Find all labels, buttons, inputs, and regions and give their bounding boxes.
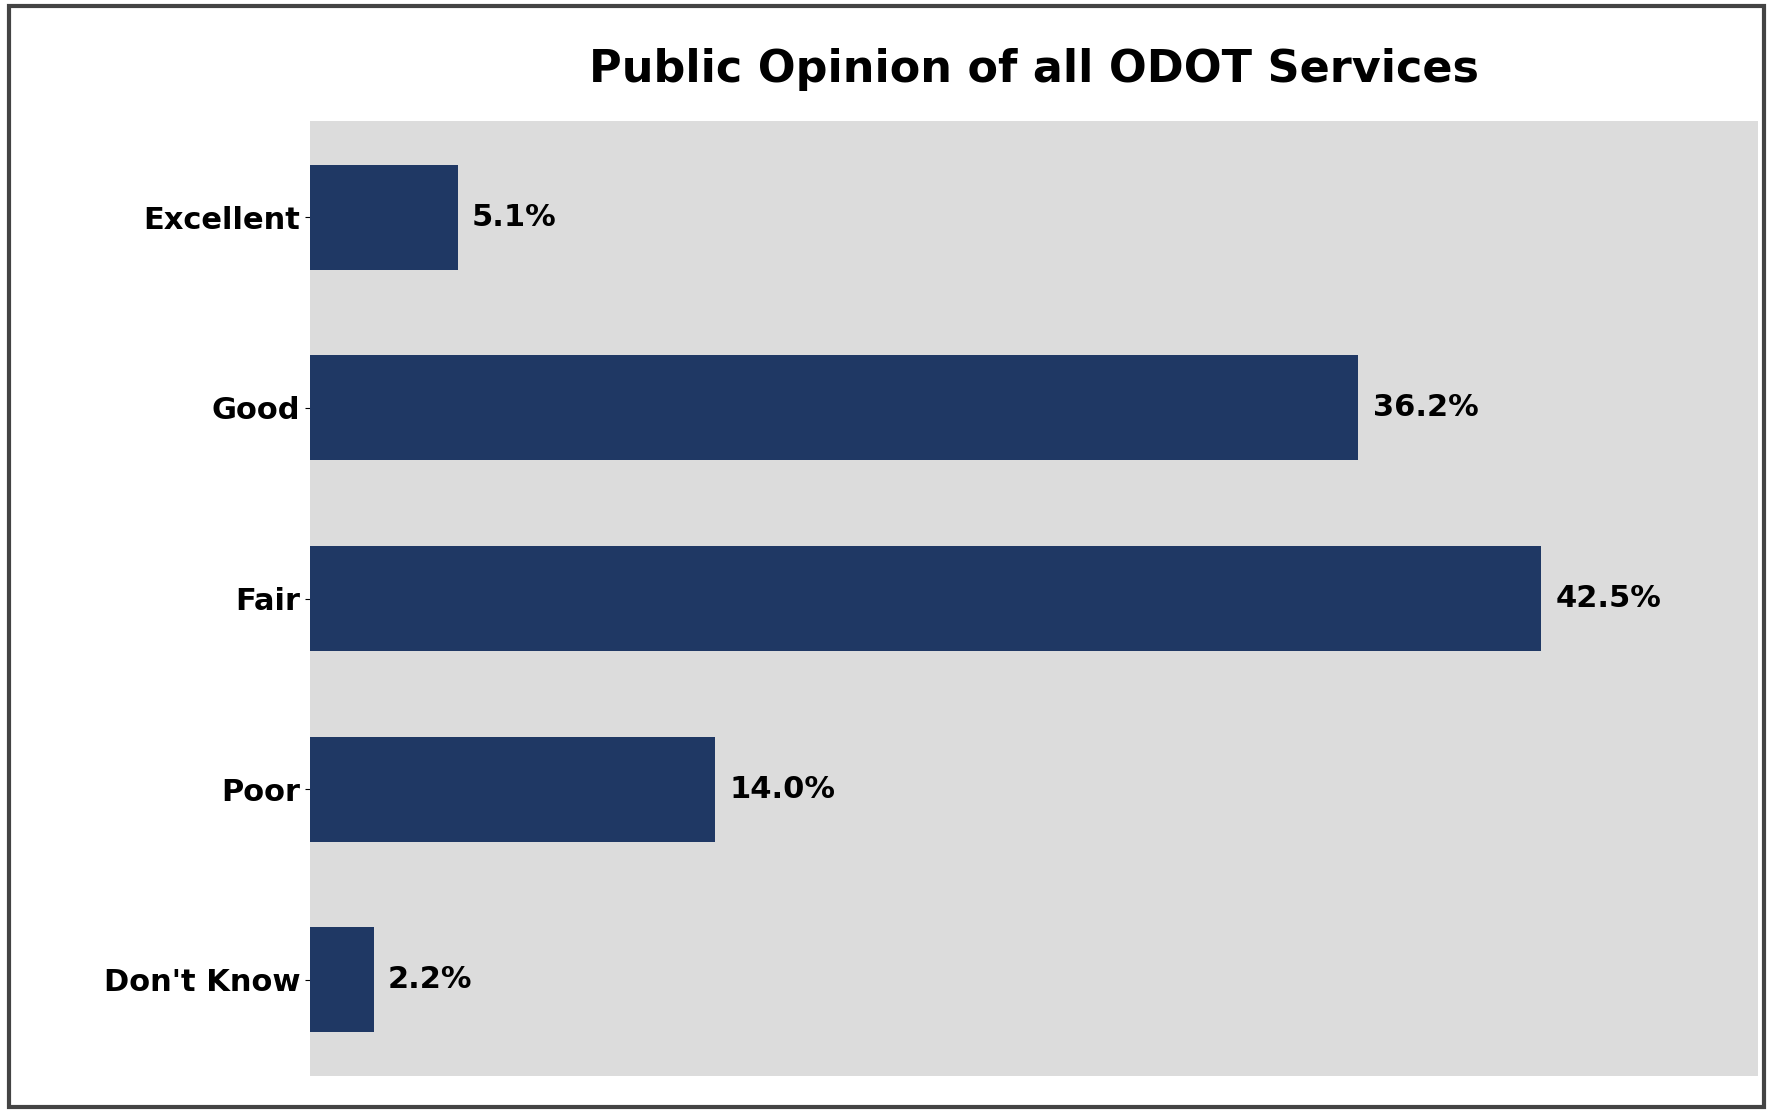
Text: 2.2%: 2.2% bbox=[388, 965, 473, 994]
Bar bbox=[310, 927, 374, 1033]
Text: 36.2%: 36.2% bbox=[1372, 393, 1479, 422]
Bar bbox=[310, 165, 457, 269]
Text: 5.1%: 5.1% bbox=[472, 203, 557, 232]
Text: 42.5%: 42.5% bbox=[1555, 584, 1661, 613]
Bar bbox=[310, 737, 715, 841]
Title: Public Opinion of all ODOT Services: Public Opinion of all ODOT Services bbox=[589, 48, 1479, 91]
Bar bbox=[310, 546, 1541, 651]
Text: 14.0%: 14.0% bbox=[730, 775, 835, 804]
Bar bbox=[310, 355, 1358, 461]
